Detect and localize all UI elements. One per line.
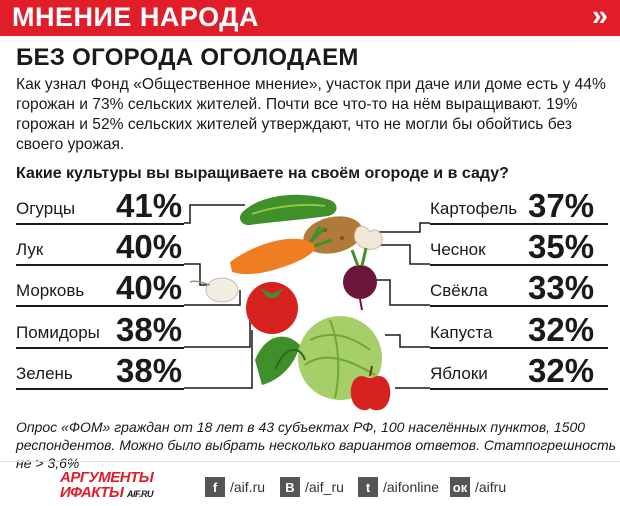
social-handle: /aifru	[475, 479, 507, 495]
social-vk[interactable]: В /aif_ru	[280, 477, 344, 497]
crop-label: Огурцы	[16, 199, 76, 218]
crop-label: Свёкла	[430, 281, 488, 300]
beet-icon	[343, 247, 377, 311]
crop-percent: 32%	[528, 352, 595, 389]
social-handle: /aifonline	[383, 479, 440, 495]
crop-label: Зелень	[16, 364, 73, 383]
row-underline	[16, 347, 184, 349]
crop-label: Морковь	[16, 281, 85, 300]
odnoklassniki-icon: ок	[450, 477, 470, 497]
row-underline	[430, 264, 608, 266]
crop-percent: 38%	[116, 311, 183, 348]
row-underline	[430, 388, 608, 390]
logo-domain: AIF.RU	[127, 489, 154, 499]
social-facebook[interactable]: f /aif.ru	[205, 477, 265, 497]
chart-question: Какие культуры вы выращиваете на своём о…	[16, 165, 509, 182]
garlic-icon	[354, 225, 383, 250]
vk-icon: В	[280, 477, 300, 497]
footer-divider	[0, 461, 620, 462]
greens-icon	[255, 336, 306, 385]
row-underline	[430, 305, 608, 307]
social-handle: /aif.ru	[230, 479, 266, 495]
crop-label: Чеснок	[430, 240, 486, 259]
headline: БЕЗ ОГОРОДА ОГОЛОДАЕМ	[16, 44, 359, 71]
twitter-icon: t	[358, 477, 378, 497]
aif-logo[interactable]: АРГУМЕНТЫ ИФАКТЫ AIF.RU	[60, 469, 154, 502]
row-right-3: Капуста 32%	[430, 309, 608, 349]
row-left-3: Помидоры 38%	[16, 309, 184, 349]
crop-percent: 40%	[116, 269, 183, 306]
crop-label: Капуста	[430, 323, 493, 342]
rubric-label: МНЕНИЕ НАРОДА	[12, 2, 259, 32]
apple-icon	[350, 365, 391, 411]
social-twitter[interactable]: t /aifonline	[358, 477, 439, 497]
social-handle: /aif_ru	[305, 479, 344, 495]
crop-label: Лук	[16, 240, 44, 259]
rubric-bar: МНЕНИЕ НАРОДА »	[0, 0, 620, 36]
tomato-icon	[246, 282, 298, 334]
rubric-arrow-icon: »	[591, 0, 608, 32]
social-odnoklassniki[interactable]: ок /aifru	[450, 477, 506, 497]
crop-percent: 32%	[528, 311, 595, 348]
crop-percent: 38%	[116, 352, 183, 389]
survey-footnote: Опрос «ФОМ» граждан от 18 лет в 43 субъе…	[16, 419, 617, 471]
row-left-1: Лук 40%	[16, 226, 184, 266]
logo-line-2: ИФАКТЫ AIF.RU	[60, 484, 154, 502]
crop-label: Помидоры	[16, 323, 100, 342]
crop-percent: 40%	[116, 228, 183, 265]
row-underline	[430, 347, 608, 349]
crop-label: Яблоки	[430, 364, 488, 383]
logo-line-1: АРГУМЕНТЫ	[60, 469, 154, 486]
cucumber-icon	[239, 194, 337, 226]
carrot-icon	[230, 225, 333, 275]
lead-paragraph: Как узнал Фонд «Общественное мнение», уч…	[16, 76, 606, 153]
row-left-4: Зелень 38%	[16, 350, 184, 390]
facebook-icon: f	[205, 477, 225, 497]
row-right-0: Картофель 37%	[430, 185, 608, 225]
crop-percent: 37%	[528, 187, 595, 224]
row-left-0: Огурцы 41%	[16, 185, 184, 225]
row-right-4: Яблоки 32%	[430, 350, 608, 390]
onion-icon	[189, 277, 239, 303]
row-underline	[430, 223, 608, 225]
crop-label: Картофель	[430, 199, 518, 218]
logo-line-2-text: ИФАКТЫ	[60, 484, 124, 501]
row-right-2: Свёкла 33%	[430, 267, 608, 307]
row-underline	[16, 388, 184, 390]
crop-percent: 33%	[528, 269, 595, 306]
row-underline	[16, 264, 184, 266]
crop-percent: 41%	[116, 187, 183, 224]
row-underline	[16, 305, 184, 307]
row-left-2: Морковь 40%	[16, 267, 184, 307]
row-right-1: Чеснок 35%	[430, 226, 608, 266]
crop-percent: 35%	[528, 228, 595, 265]
row-underline	[16, 223, 184, 225]
